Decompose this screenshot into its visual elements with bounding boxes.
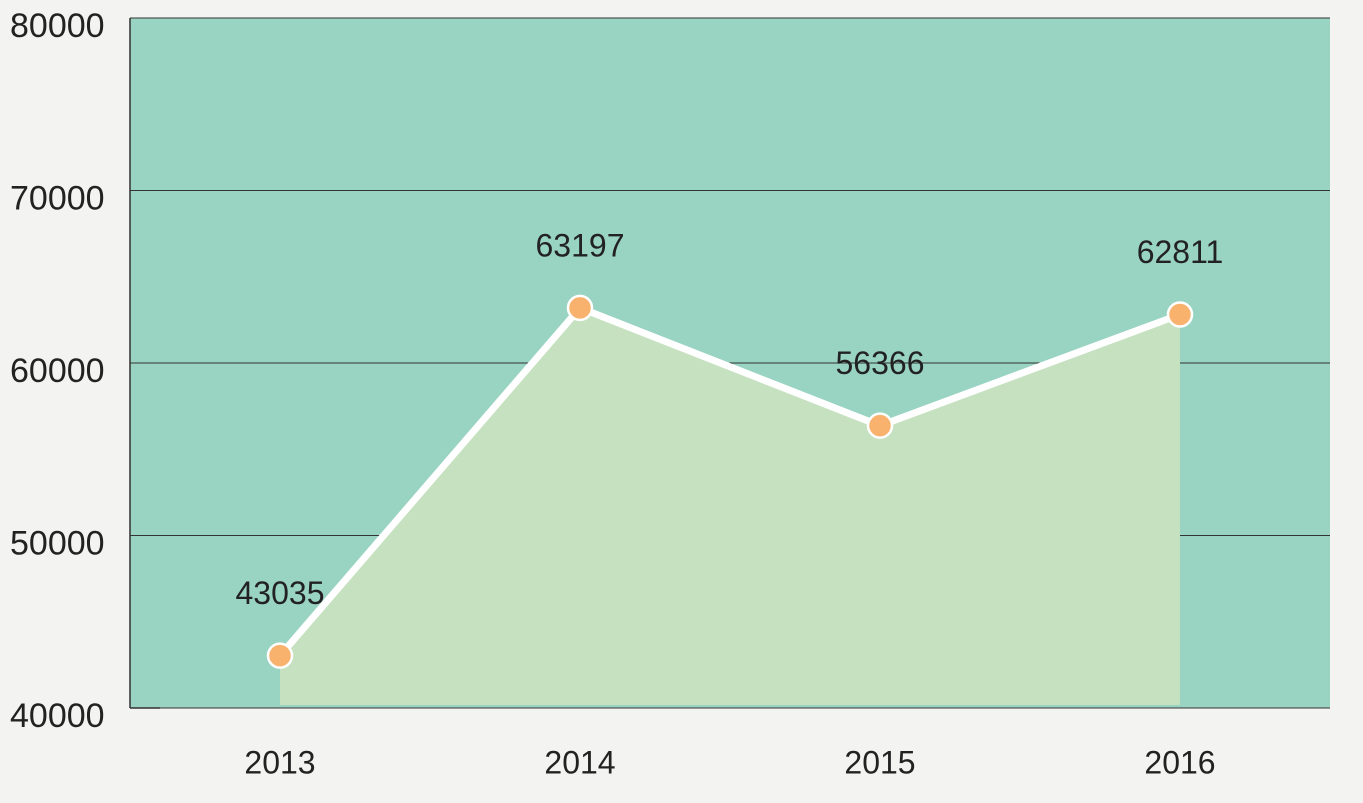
y-tick-label: 40000 — [10, 697, 105, 735]
x-tick-label: 2013 — [244, 744, 315, 780]
x-tick-label: 2014 — [544, 744, 615, 780]
data-label: 56366 — [836, 345, 925, 381]
data-label: 62811 — [1137, 234, 1224, 270]
data-label: 43035 — [236, 575, 325, 611]
data-label: 63197 — [536, 227, 625, 263]
marker — [566, 294, 594, 322]
y-tick-label: 80000 — [10, 7, 105, 45]
line — [277, 304, 1182, 658]
y-tick-label: 60000 — [10, 352, 105, 390]
x-tick-label: 2015 — [844, 744, 915, 780]
area — [280, 307, 1180, 705]
marker — [266, 642, 294, 669]
x-tick-label: 2016 — [1144, 744, 1215, 780]
y-tick-label: 70000 — [10, 179, 105, 217]
y-tick-label: 50000 — [10, 524, 105, 562]
marker — [1166, 301, 1194, 328]
marker — [866, 412, 894, 439]
